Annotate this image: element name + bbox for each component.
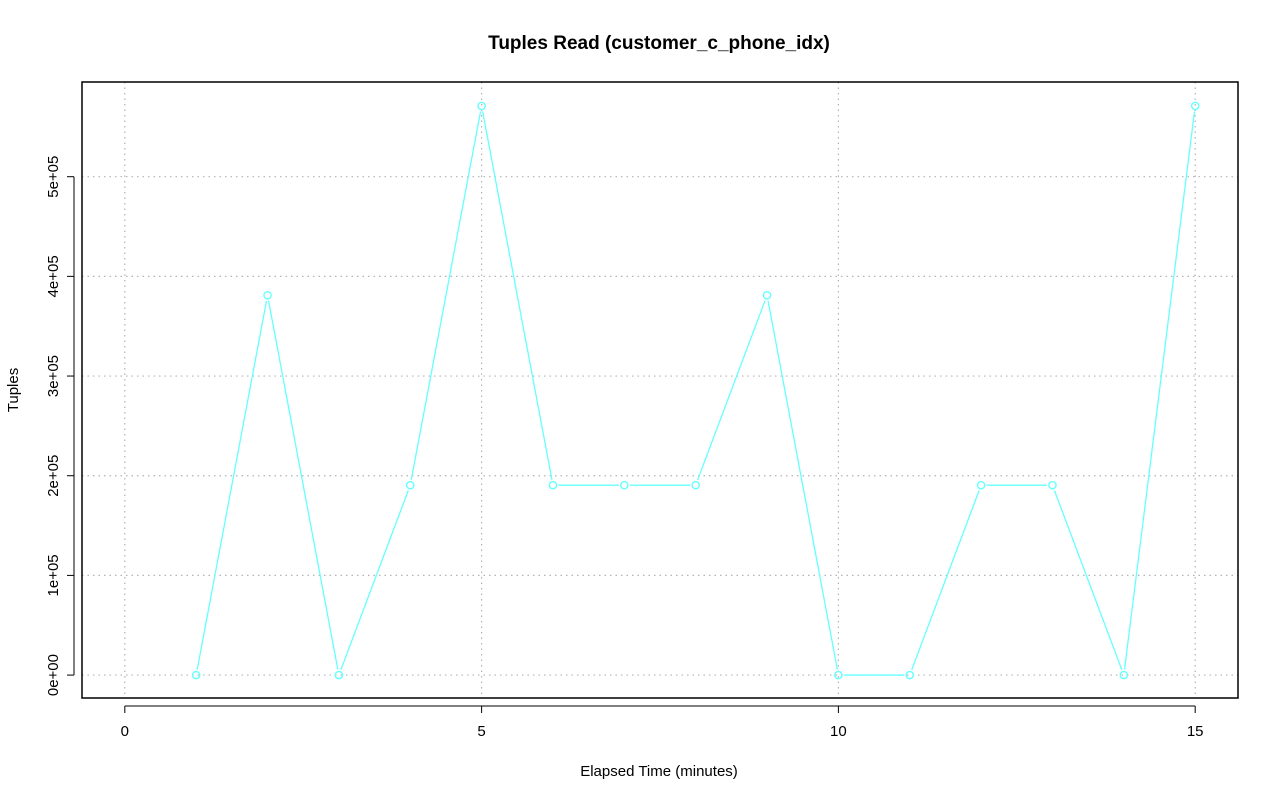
series-line-segment (481, 111, 553, 480)
chart-title: Tuples Read (customer_c_phone_idx) (488, 33, 830, 54)
series-line-segment (267, 300, 339, 670)
series-line-segment (911, 490, 980, 671)
series-line-segment (1123, 111, 1196, 670)
series-line-segment (767, 300, 839, 670)
y-tick-label: 0e+00 (45, 654, 62, 696)
data-point (1048, 480, 1057, 490)
grid-lines (82, 82, 1238, 698)
x-tick-label: 15 (1187, 723, 1204, 740)
y-axis: 0e+00 1e+05 2e+05 3e+05 4e+05 5e+05 (45, 156, 75, 696)
data-point (1119, 670, 1129, 680)
data-point (976, 480, 986, 490)
data-point (620, 480, 629, 490)
y-tick-label: 4e+05 (45, 255, 62, 297)
series-line-segment (697, 300, 766, 481)
series-layer (191, 101, 1200, 680)
data-point (263, 291, 272, 300)
data-point (477, 101, 486, 111)
x-tick-label: 0 (121, 723, 129, 740)
series-line-segment (196, 300, 268, 670)
y-tick-label: 2e+05 (45, 455, 62, 497)
data-point (548, 480, 558, 490)
data-point (1190, 101, 1200, 111)
x-tick-label: 5 (477, 723, 485, 740)
x-axis: 0 5 10 15 (121, 705, 1204, 740)
x-axis-label: Elapsed Time (minutes) (580, 763, 738, 780)
series-line-segment (340, 490, 409, 671)
plot-frame (81, 81, 1239, 699)
y-axis-label: Tuples (5, 368, 22, 412)
series-line-segment (1053, 490, 1123, 671)
data-point (691, 480, 700, 490)
data-point (834, 670, 843, 680)
y-tick-label: 1e+05 (45, 554, 62, 596)
data-point (191, 670, 201, 680)
x-tick-label: 10 (830, 723, 847, 740)
data-point (334, 670, 344, 680)
y-tick-label: 5e+05 (45, 156, 62, 198)
y-tick-label: 3e+05 (45, 355, 62, 397)
data-point (905, 670, 915, 680)
data-point (405, 480, 415, 490)
series-line-segment (410, 111, 482, 480)
data-point (762, 291, 772, 300)
